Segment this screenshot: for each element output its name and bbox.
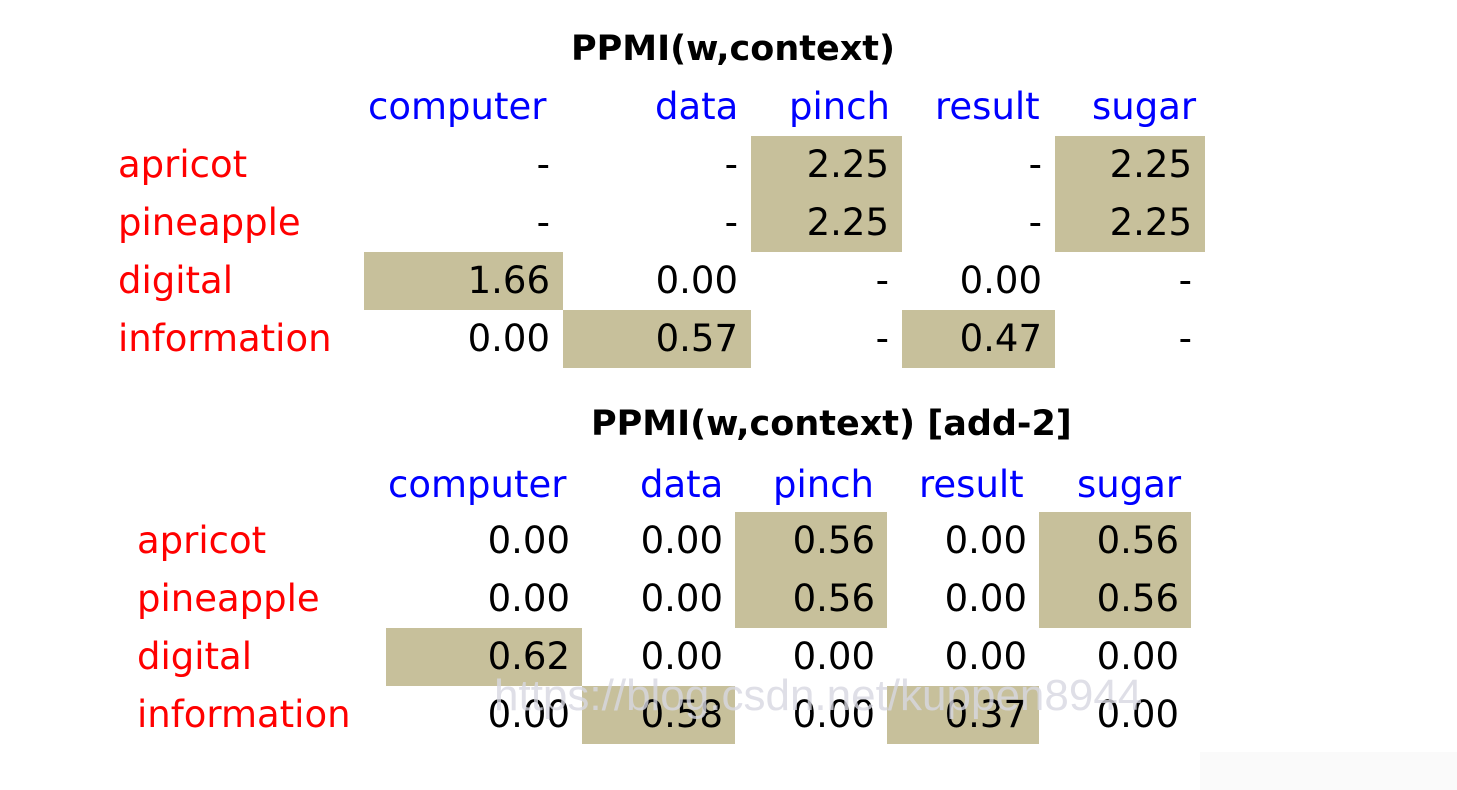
- table-cell: -: [1028, 201, 1042, 244]
- table-cell: 0.00: [487, 693, 570, 736]
- table-cell-highlighted: 0.62: [386, 628, 582, 686]
- row-label-information: information: [118, 317, 332, 360]
- table-cell-highlighted: 2.25: [1055, 194, 1205, 252]
- table-cell-highlighted: 2.25: [751, 194, 902, 252]
- row-label-information: information: [137, 693, 351, 736]
- column-header-computer: computer: [388, 463, 567, 506]
- table-cell-highlighted: 0.58: [582, 686, 735, 744]
- table-cell: 0.00: [1096, 693, 1179, 736]
- column-header-pinch: pinch: [789, 85, 891, 128]
- table-cell: 0.00: [959, 259, 1042, 302]
- table-cell-highlighted: 0.56: [1039, 570, 1191, 628]
- column-header-sugar: sugar: [1092, 85, 1197, 128]
- table-title: PPMI(w,context) [add-2]: [591, 404, 1072, 444]
- table-cell: 0.00: [640, 519, 723, 562]
- table-cell: 0.00: [640, 635, 723, 678]
- table-cell-highlighted: 2.25: [1055, 136, 1205, 194]
- table-cell: -: [1178, 317, 1192, 360]
- table-cell-highlighted: 0.56: [735, 570, 887, 628]
- table-cell-highlighted: 0.47: [902, 310, 1055, 368]
- table-cell: -: [724, 201, 738, 244]
- table-cell: 0.00: [944, 635, 1027, 678]
- table-cell: 0.00: [944, 519, 1027, 562]
- row-label-pineapple: pineapple: [118, 201, 301, 244]
- table-cell-highlighted: 1.66: [364, 252, 563, 310]
- table-cell: 0.00: [487, 519, 570, 562]
- table-cell: -: [1028, 143, 1042, 186]
- row-label-apricot: apricot: [137, 519, 267, 562]
- table-cell: -: [536, 201, 550, 244]
- table-title: PPMI(w,context): [571, 29, 896, 69]
- table-cell: 0.00: [1096, 635, 1179, 678]
- table-cell: 0.00: [655, 259, 738, 302]
- table-cell-highlighted: 0.56: [1039, 512, 1191, 570]
- column-header-result: result: [919, 463, 1024, 506]
- table-cell: 0.00: [467, 317, 550, 360]
- row-label-digital: digital: [137, 635, 252, 678]
- table-cell: -: [1178, 259, 1192, 302]
- row-label-pineapple: pineapple: [137, 577, 320, 620]
- table-cell-highlighted: 0.56: [735, 512, 887, 570]
- table-cell: -: [724, 143, 738, 186]
- column-header-data: data: [655, 85, 739, 128]
- table-cell: 0.00: [792, 693, 875, 736]
- column-header-result: result: [935, 85, 1040, 128]
- column-header-computer: computer: [368, 85, 547, 128]
- table-cell: -: [875, 317, 889, 360]
- column-header-data: data: [640, 463, 724, 506]
- column-header-pinch: pinch: [773, 463, 875, 506]
- table-cell: 0.00: [640, 577, 723, 620]
- table-cell: 0.00: [487, 577, 570, 620]
- table-cell-highlighted: 0.57: [563, 310, 751, 368]
- table-cell-highlighted: 2.25: [751, 136, 902, 194]
- table-cell: 0.00: [944, 577, 1027, 620]
- table-cell: -: [536, 143, 550, 186]
- column-header-sugar: sugar: [1077, 463, 1182, 506]
- background-corner: [1200, 752, 1457, 790]
- table-cell: -: [875, 259, 889, 302]
- row-label-apricot: apricot: [118, 143, 248, 186]
- table-cell: 0.00: [792, 635, 875, 678]
- row-label-digital: digital: [118, 259, 233, 302]
- table-cell-highlighted: 0.37: [887, 686, 1039, 744]
